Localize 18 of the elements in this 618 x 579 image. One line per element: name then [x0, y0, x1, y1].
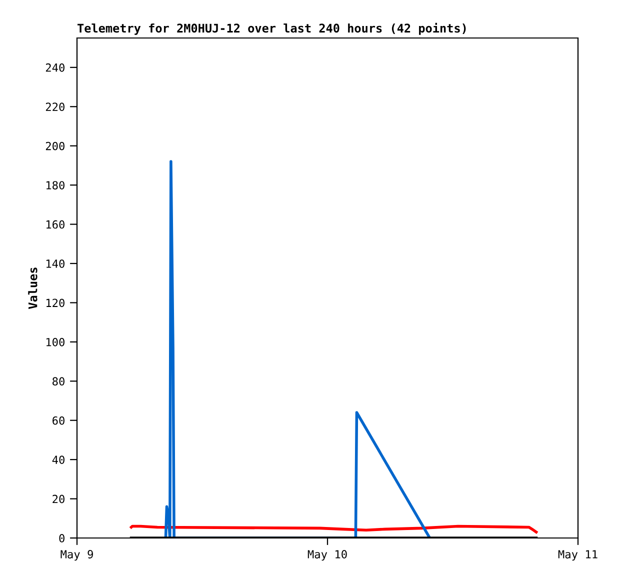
y-tick-label: 160: [46, 220, 64, 229]
y-tick-label: 80: [52, 377, 64, 386]
x-tick-label: May 9: [60, 550, 93, 561]
y-tick-label: 120: [46, 298, 64, 308]
y-tick-label: 100: [46, 338, 64, 346]
x-tick-label: May 10: [308, 550, 347, 561]
y-tick-label: 240: [46, 63, 64, 72]
chart-title: Telemetry for 2M0HUJ-12 over last 240 hours (42 points): [78, 22, 466, 35]
y-axis-title: Values: [28, 268, 38, 309]
y-tick-label: 140: [46, 259, 64, 268]
y-tick-label: 220: [46, 102, 64, 112]
y-tick-label: 60: [52, 416, 64, 425]
y-tick-label: 200: [46, 142, 64, 150]
y-tick-label: 40: [52, 456, 64, 464]
y-tick-label: 20: [52, 494, 64, 504]
x-tick-label: May 11: [558, 550, 598, 561]
y-tick-label: 0: [59, 534, 64, 542]
y-tick-label: 180: [46, 181, 64, 190]
